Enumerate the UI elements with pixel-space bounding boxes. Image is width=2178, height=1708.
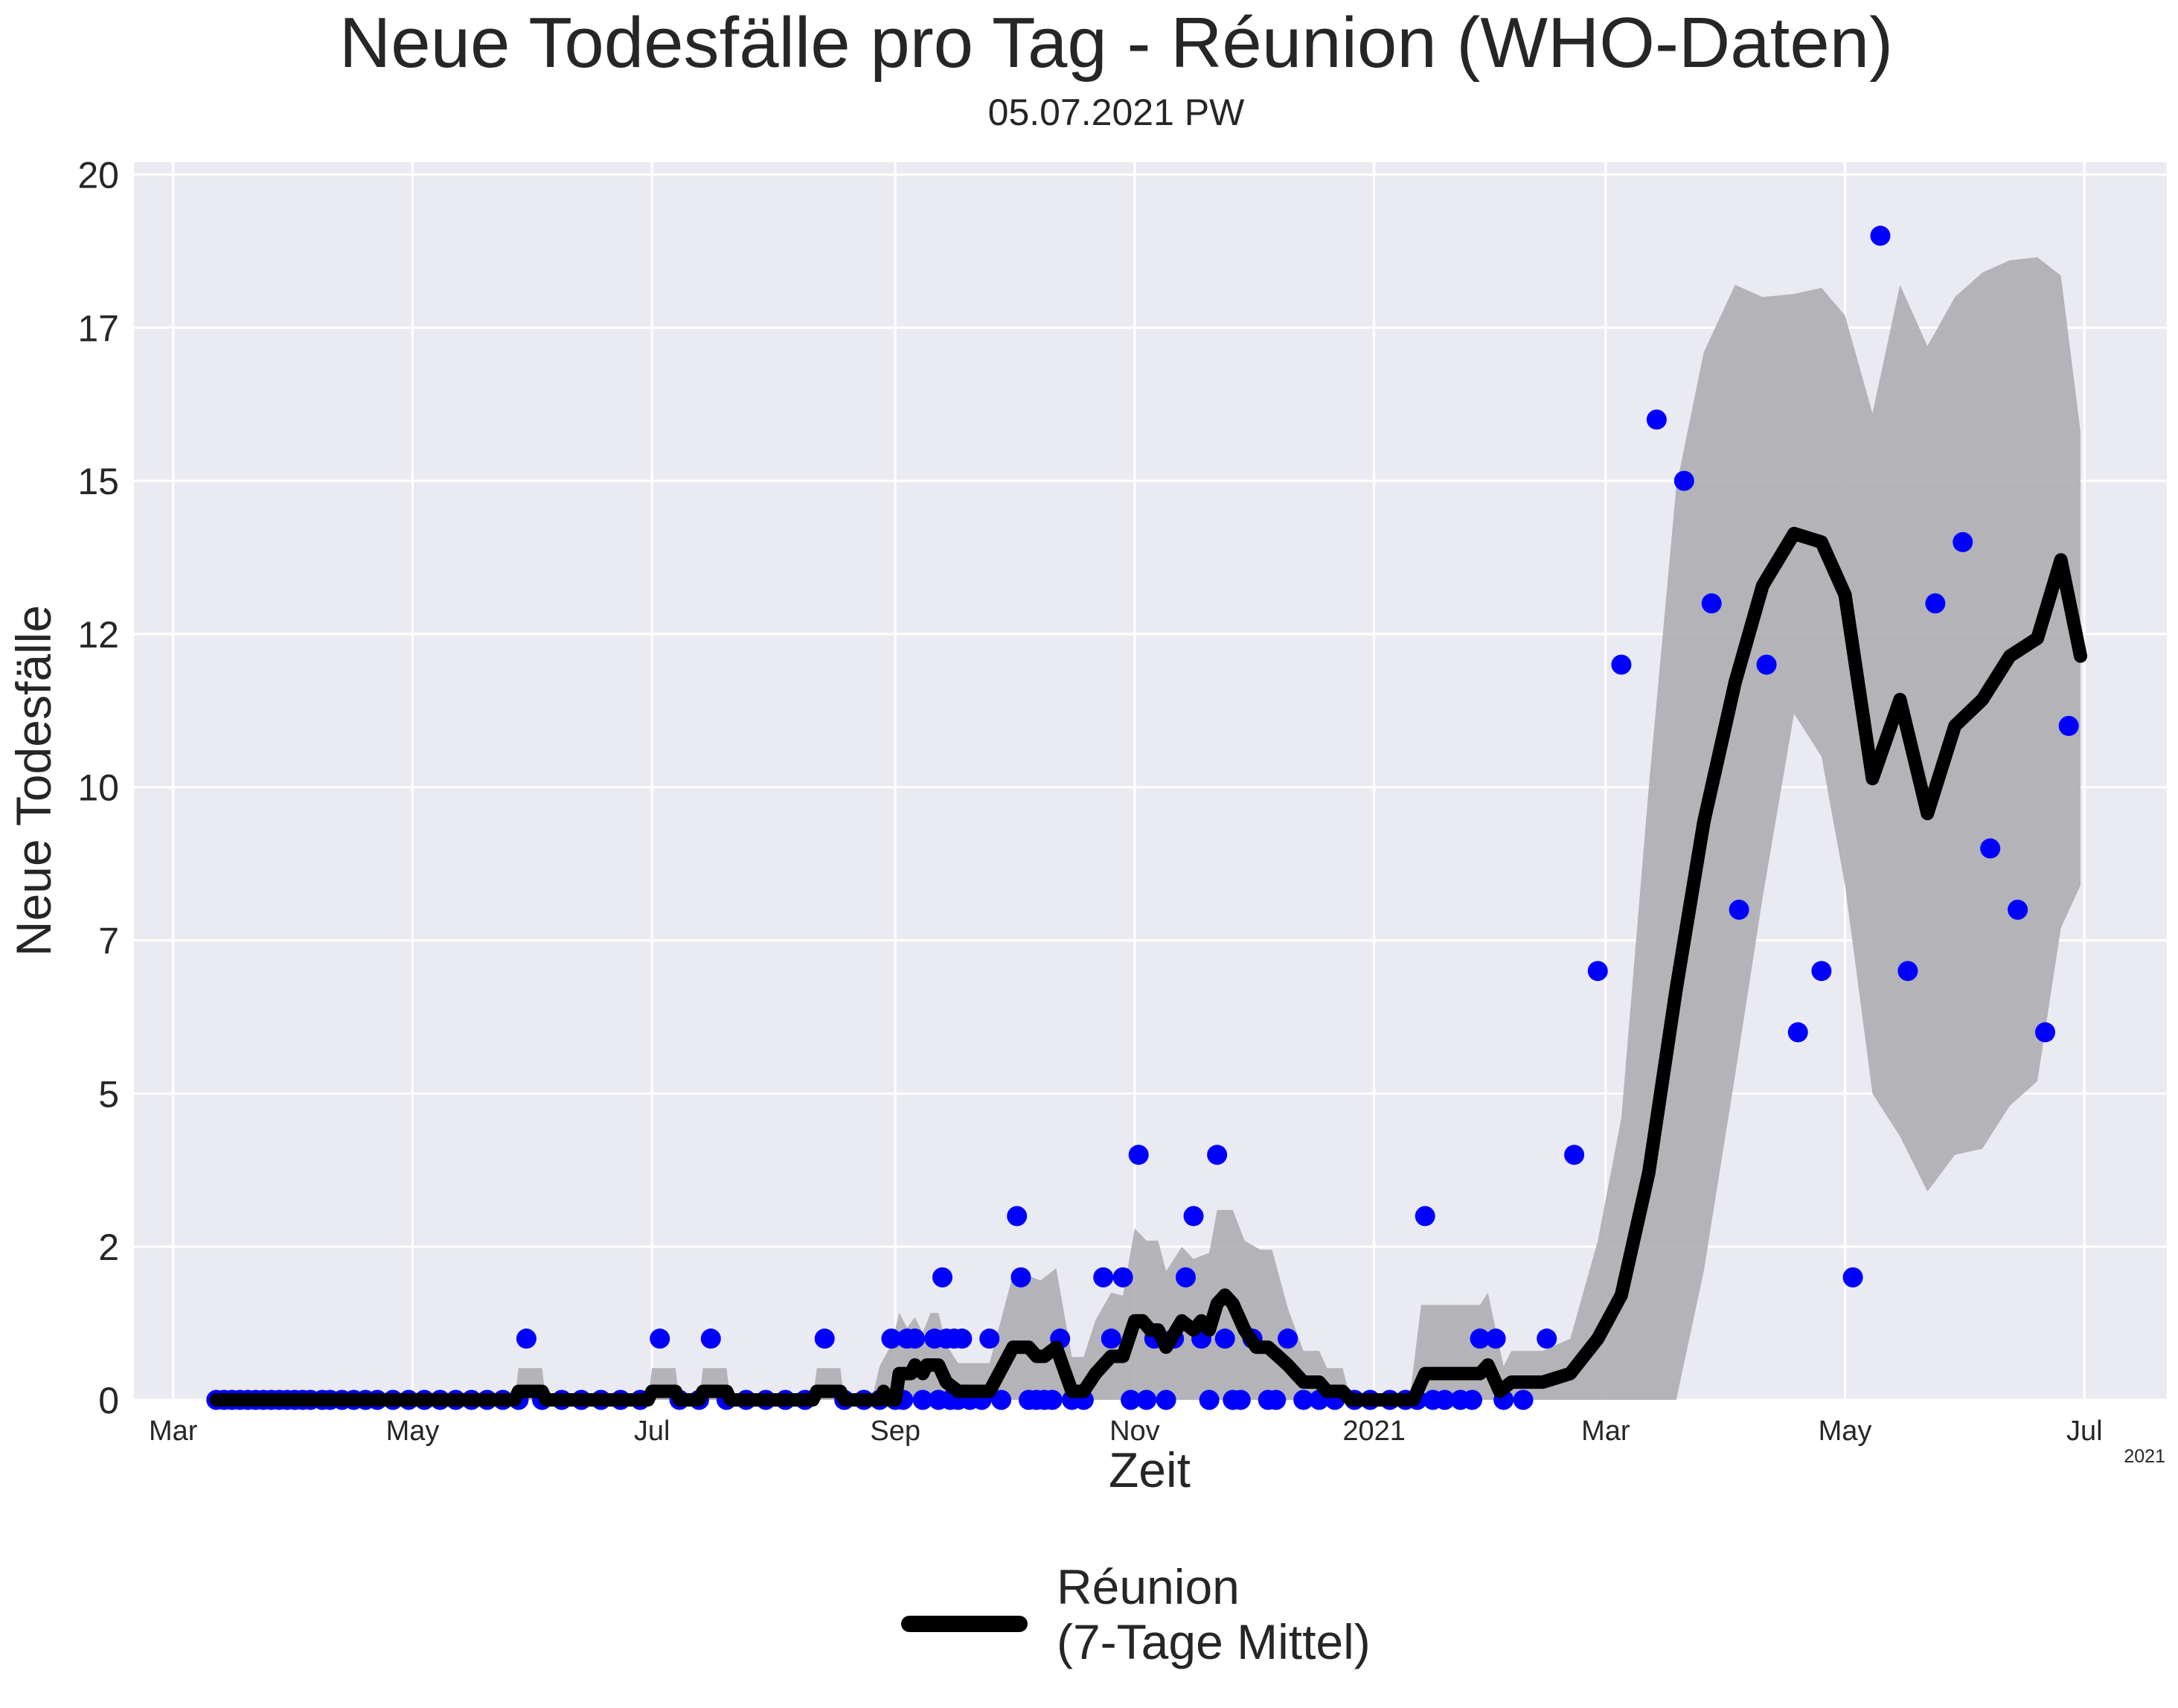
y-tick-label: 12 xyxy=(77,614,119,656)
y-tick-label: 7 xyxy=(98,921,119,962)
x-tick-label: Mar xyxy=(149,1416,198,1447)
data-point xyxy=(1128,1145,1149,1165)
plot-area xyxy=(134,162,2167,1410)
x-axis-tick-labels: Mar May Jul Sep Nov 2021 Mar May Jul xyxy=(149,1416,2103,1447)
data-point xyxy=(1756,654,1777,675)
data-point xyxy=(1112,1267,1133,1288)
data-point xyxy=(1701,593,1722,614)
data-point xyxy=(814,1328,835,1349)
x-tick-label: 2021 xyxy=(1342,1416,1406,1447)
data-point xyxy=(1729,899,1749,920)
chart-subtitle: 05.07.2021 PW xyxy=(988,92,1245,133)
data-point xyxy=(1587,961,1608,982)
data-point xyxy=(1980,838,2001,859)
data-point xyxy=(1093,1267,1114,1288)
y-tick-label: 20 xyxy=(77,154,119,196)
data-point xyxy=(1953,531,1973,552)
y-tick-label: 10 xyxy=(77,767,119,809)
data-point xyxy=(1183,1206,1204,1226)
data-point xyxy=(1870,226,1891,246)
data-point xyxy=(1230,1389,1251,1410)
data-point xyxy=(1646,409,1667,430)
data-point xyxy=(1925,593,1946,614)
data-point xyxy=(1207,1145,1228,1165)
data-point xyxy=(2008,899,2028,920)
data-point xyxy=(1673,470,1694,491)
y-axis-tick-labels: 0 2 5 7 10 12 15 17 20 xyxy=(77,154,119,1421)
data-point xyxy=(952,1328,973,1349)
y-tick-label: 5 xyxy=(98,1073,119,1115)
legend-label-line: (7-Tage Mittel) xyxy=(1057,1614,1371,1669)
data-point xyxy=(1787,1022,1808,1043)
data-point xyxy=(1435,1389,1455,1410)
data-point xyxy=(1293,1389,1314,1410)
x-tick-label: Jul xyxy=(2066,1416,2103,1447)
y-tick-label: 2 xyxy=(98,1226,119,1268)
y-tick-label: 15 xyxy=(77,461,119,502)
x-tick-label: Nov xyxy=(1109,1416,1160,1447)
legend-label: Réunion (7-Tage Mittel) xyxy=(1057,1559,1371,1669)
x-tick-label: Mar xyxy=(1581,1416,1630,1447)
data-point xyxy=(1537,1328,1557,1349)
y-tick-label: 17 xyxy=(77,307,119,349)
data-point xyxy=(1266,1389,1287,1410)
data-point xyxy=(700,1328,721,1349)
seven-day-mean-line xyxy=(209,526,2087,1407)
data-point xyxy=(1611,654,1632,675)
x-axis-label: Zeit xyxy=(1109,1442,1191,1497)
data-point xyxy=(1897,961,1918,982)
data-point xyxy=(1121,1389,1141,1410)
data-point xyxy=(2035,1022,2056,1043)
data-point xyxy=(1485,1328,1506,1349)
data-point xyxy=(650,1328,670,1349)
data-point xyxy=(1842,1267,1863,1288)
data-point xyxy=(991,1389,1012,1410)
y-axis-label: Neue Todesfälle xyxy=(6,605,61,956)
data-point xyxy=(1101,1328,1121,1349)
data-point xyxy=(516,1328,537,1349)
data-point xyxy=(1136,1389,1157,1410)
data-point xyxy=(1811,961,1832,982)
data-point xyxy=(905,1328,926,1349)
data-point xyxy=(1564,1145,1585,1165)
data-point xyxy=(1175,1267,1196,1288)
chart-title: Neue Todesfälle pro Tag - Réunion (WHO-D… xyxy=(339,3,1893,83)
x-axis-offset-label: 2021 xyxy=(2124,1446,2165,1467)
data-point xyxy=(912,1389,933,1410)
data-point xyxy=(932,1267,952,1288)
data-point xyxy=(1415,1206,1435,1226)
data-point xyxy=(1461,1389,1482,1410)
data-point xyxy=(1156,1389,1176,1410)
data-point xyxy=(881,1328,902,1349)
y-tick-label: 0 xyxy=(98,1380,119,1421)
data-point xyxy=(1513,1389,1534,1410)
data-point xyxy=(1278,1328,1298,1349)
data-point xyxy=(1010,1267,1031,1288)
data-point xyxy=(1199,1389,1220,1410)
x-tick-label: May xyxy=(386,1416,440,1447)
data-point xyxy=(979,1328,1000,1349)
data-point xyxy=(2058,715,2079,736)
data-point xyxy=(1007,1206,1028,1226)
data-point xyxy=(1470,1328,1490,1349)
x-tick-label: Sep xyxy=(870,1416,920,1447)
x-tick-label: Jul xyxy=(634,1416,670,1447)
data-point xyxy=(1214,1328,1235,1349)
data-point xyxy=(1042,1389,1063,1410)
legend-label-line: Réunion xyxy=(1057,1559,1240,1614)
x-tick-label: May xyxy=(1819,1416,1872,1447)
legend: Réunion (7-Tage Mittel) xyxy=(901,1559,1371,1669)
